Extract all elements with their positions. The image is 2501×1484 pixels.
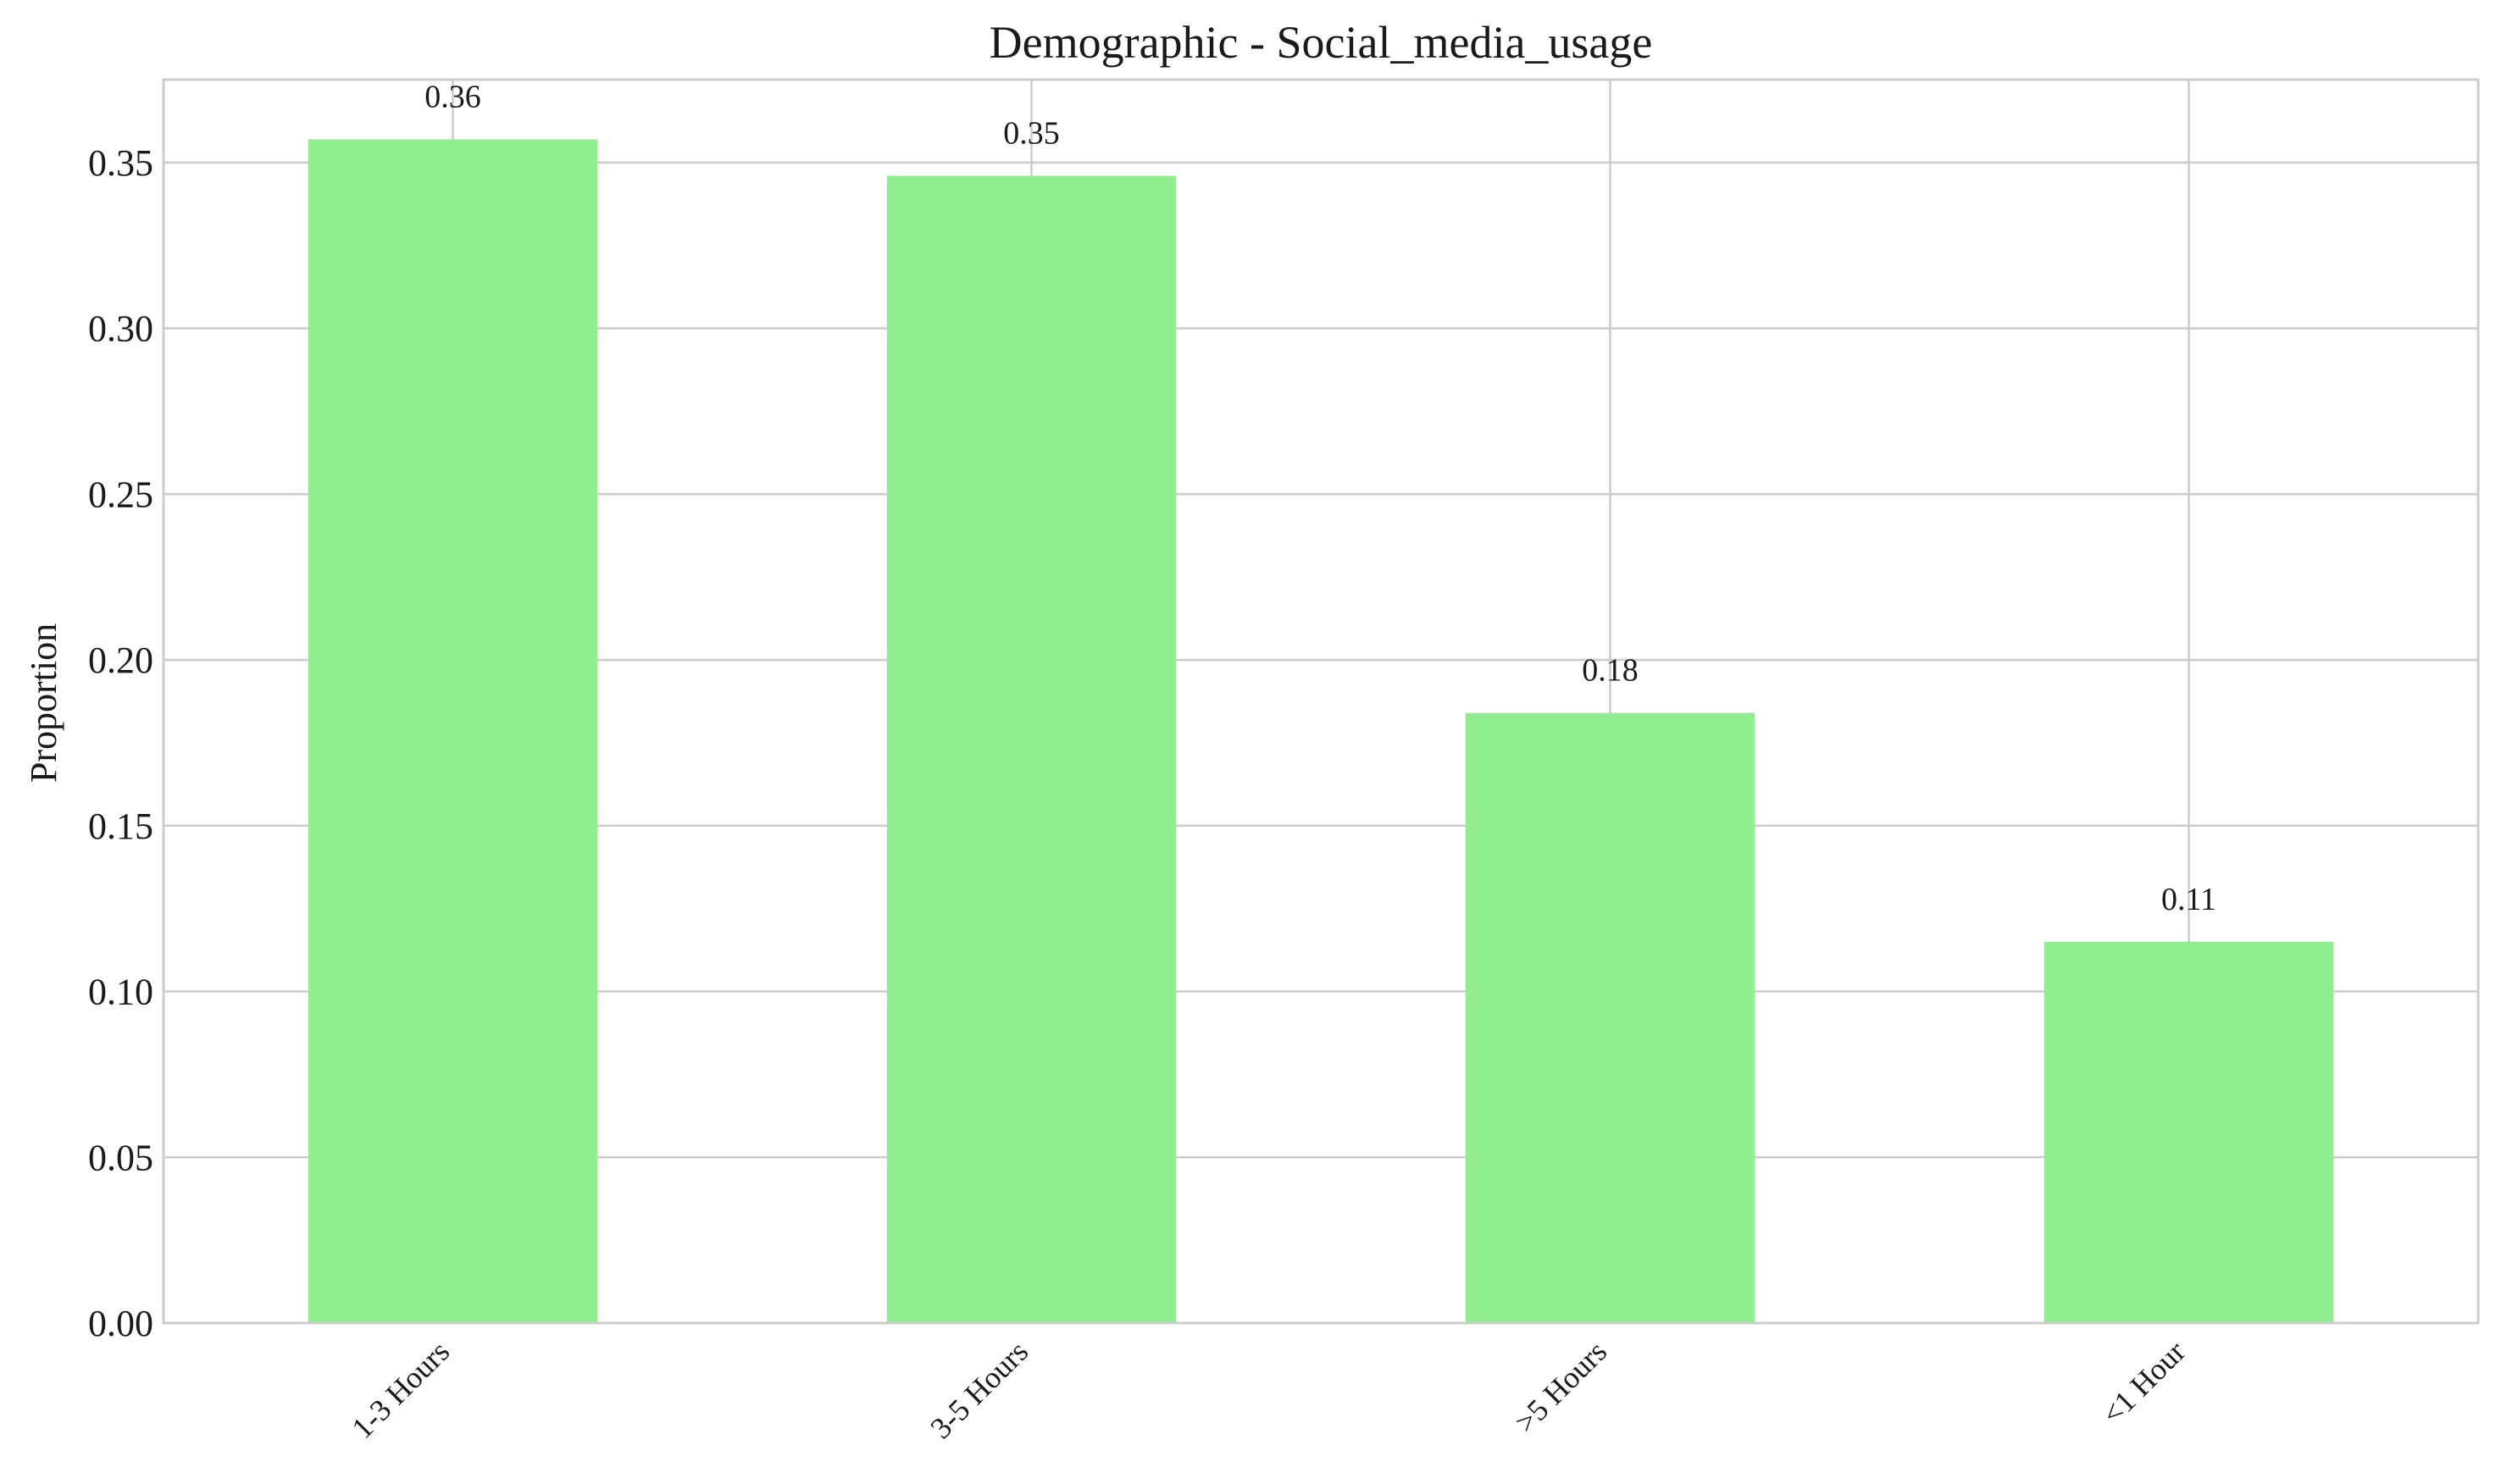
data-labels: 0.36 0.35 0.18 0.11: [424, 79, 2216, 916]
chart-title: Demographic - Social_media_usage: [990, 17, 1653, 68]
bars-layer: [308, 139, 2334, 1324]
y-tick-label: 0.20: [88, 640, 153, 681]
data-label: 0.36: [424, 79, 481, 114]
y-tick-label: 0.25: [88, 473, 153, 515]
plot-border: [162, 78, 2480, 1325]
x-tick-label: 1-3 Hours: [345, 1334, 456, 1445]
y-tick-label: 0.35: [88, 142, 153, 184]
y-tick-label: 0.00: [88, 1303, 153, 1344]
data-label: 0.11: [2161, 882, 2216, 917]
data-label: 0.18: [1582, 653, 1639, 689]
y-tick-labels: 0.00 0.05 0.10 0.15 0.20 0.25 0.30 0.35: [88, 142, 153, 1344]
bar-3-5-hours: [886, 175, 1177, 1323]
x-tick-label: 3-5 Hours: [923, 1334, 1034, 1445]
x-tick-label: >5 Hours: [1508, 1334, 1613, 1439]
bar--1-hour: [2044, 941, 2334, 1323]
x-tick-label: <1 Hour: [2095, 1334, 2192, 1431]
y-tick-label: 0.30: [88, 308, 153, 350]
y-tick-label: 0.05: [88, 1137, 153, 1178]
plot-frame: [162, 78, 2480, 1325]
x-tick-labels: 1-3 Hours 3-5 Hours >5 Hours <1 Hour: [345, 1334, 2192, 1445]
bar--5-hours: [1465, 712, 1755, 1323]
data-label: 0.35: [1003, 116, 1060, 152]
bar-1-3-hours: [308, 139, 598, 1324]
y-tick-label: 0.10: [88, 972, 153, 1013]
y-axis-label: Proportion: [23, 623, 64, 783]
y-tick-label: 0.15: [88, 806, 153, 847]
